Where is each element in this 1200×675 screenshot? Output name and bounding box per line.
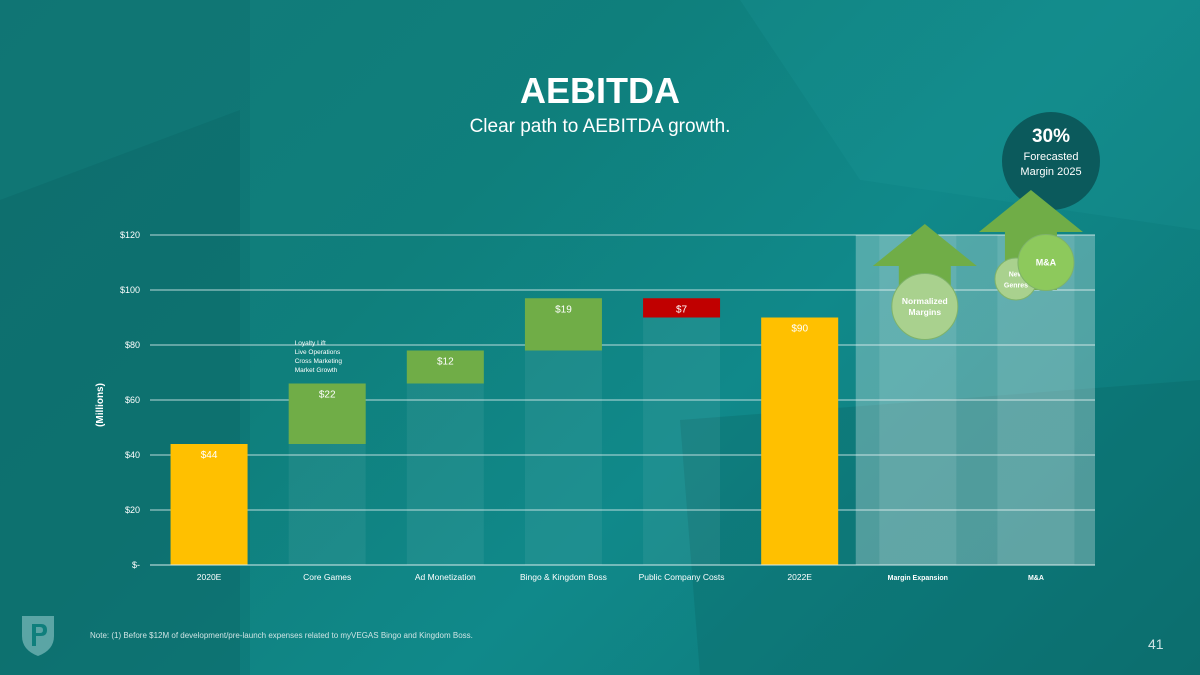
bubble xyxy=(1017,234,1075,291)
bar-labels: $44 $22 $12 $19 $7 $90 Loyalty Lift Live Operat… xyxy=(201,304,809,461)
bubble-label: M&A xyxy=(1036,258,1057,268)
company-shield-logo xyxy=(22,616,54,656)
column-shadows xyxy=(170,298,839,565)
y-tick-label: $80 xyxy=(125,340,140,350)
x-tick-label: Ad Monetization xyxy=(415,572,476,582)
bar-increase xyxy=(406,350,484,384)
page-number: 41 xyxy=(1148,636,1164,652)
bar-value-label: $19 xyxy=(555,304,572,315)
x-tick-label: 2020E xyxy=(197,572,222,582)
x-tick-label: Public Company Costs xyxy=(639,572,725,582)
slide-title: AEBITDA xyxy=(520,70,680,111)
column-shadow xyxy=(643,298,721,565)
y-tick-label: $20 xyxy=(125,505,140,515)
slide-subtitle: Clear path to AEBITDA growth. xyxy=(469,116,731,137)
forecast-margin-badge: 30% Forecasted Margin 2025 xyxy=(1002,112,1100,210)
x-tick-label: Margin Expansion xyxy=(888,575,948,582)
column-shadow xyxy=(406,350,484,565)
bubble-label: Genres xyxy=(1004,283,1028,290)
bubble-label: Margins xyxy=(909,307,942,317)
bar-value-label: $90 xyxy=(791,324,808,335)
x-tick-label: Core Games xyxy=(303,572,351,582)
badge-label: Forecasted Margin 2025 xyxy=(1020,151,1082,178)
footnote: Note: (1) Before $12M of development/pre… xyxy=(90,631,473,640)
bar-value-label: $44 xyxy=(201,450,218,461)
annotation-line: Market Growth xyxy=(295,367,338,374)
x-tick-label: M&A xyxy=(1028,575,1044,582)
bars xyxy=(170,298,839,565)
y-tick-label: $60 xyxy=(125,395,140,405)
x-tick-label: 2022E xyxy=(787,572,812,582)
bubble-label: Normalized xyxy=(902,296,948,306)
y-tick-label: $100 xyxy=(120,285,140,295)
bar-total xyxy=(761,317,839,565)
y-tick-label: $120 xyxy=(120,230,140,240)
x-tick-label: Bingo & Kingdom Boss xyxy=(520,572,607,582)
bar-value-label: $22 xyxy=(319,390,336,401)
bar-decrease xyxy=(643,298,721,318)
bar-value-label: $7 xyxy=(676,304,688,315)
bar-increase xyxy=(524,298,602,351)
annotation-line: Live Operations xyxy=(295,349,341,356)
y-axis-label: (Millions) xyxy=(95,383,106,427)
bar-total xyxy=(170,444,248,565)
bar-increase xyxy=(288,383,366,444)
y-tick-label: $40 xyxy=(125,450,140,460)
bubble-label: New xyxy=(1009,272,1024,279)
bubble xyxy=(891,273,959,340)
annotation-line: Loyalty Lift xyxy=(295,340,326,347)
axes: $- $20 $40 $60 $80 $100 $120 2020E Core Games Ad … xyxy=(120,230,1095,582)
annotation-line: Cross Marketing xyxy=(295,358,343,365)
bar-value-label: $12 xyxy=(437,357,454,368)
badge-value: 30% xyxy=(1031,126,1071,147)
y-tick-label: $- xyxy=(132,560,140,570)
